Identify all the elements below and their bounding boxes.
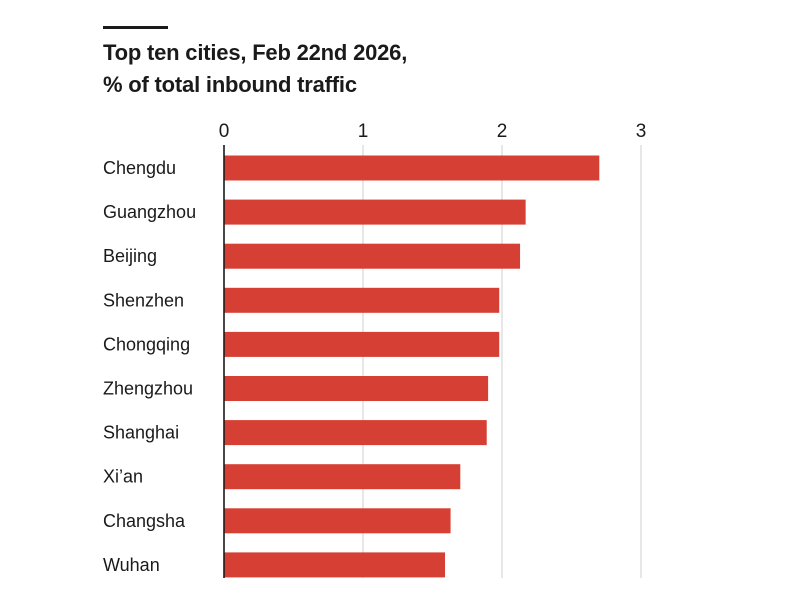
bar-9 <box>224 508 451 534</box>
category-label-1: Chengdu <box>103 158 176 178</box>
x-tick-label-1: 1 <box>358 121 369 142</box>
x-tick-label-3: 3 <box>636 121 647 142</box>
title-rule <box>103 26 168 29</box>
bar-6 <box>224 376 489 401</box>
bar-10 <box>224 552 446 578</box>
bar-5 <box>224 331 500 357</box>
bar-2 <box>224 199 526 225</box>
category-label-10: Wuhan <box>103 555 160 575</box>
category-label-5: Chongqing <box>103 334 190 354</box>
category-label-8: Xi’an <box>103 467 143 487</box>
chart-title-line2: % of total inbound traffic <box>103 72 357 97</box>
category-label-3: Beijing <box>103 246 157 266</box>
x-tick-label-2: 2 <box>497 121 508 142</box>
x-tick-label-0: 0 <box>219 121 230 142</box>
chart-title-line1: Top ten cities, Feb 22nd 2026, <box>103 40 408 65</box>
bar-7 <box>224 420 487 446</box>
category-label-2: Guangzhou <box>103 202 196 222</box>
category-label-6: Zhengzhou <box>103 379 193 399</box>
bar-8 <box>224 464 461 490</box>
category-label-7: Shanghai <box>103 423 179 443</box>
bar-3 <box>224 243 521 269</box>
bar-1 <box>224 155 600 181</box>
bar-4 <box>224 287 500 313</box>
category-label-9: Changsha <box>103 511 186 531</box>
category-label-4: Shenzhen <box>103 290 184 310</box>
